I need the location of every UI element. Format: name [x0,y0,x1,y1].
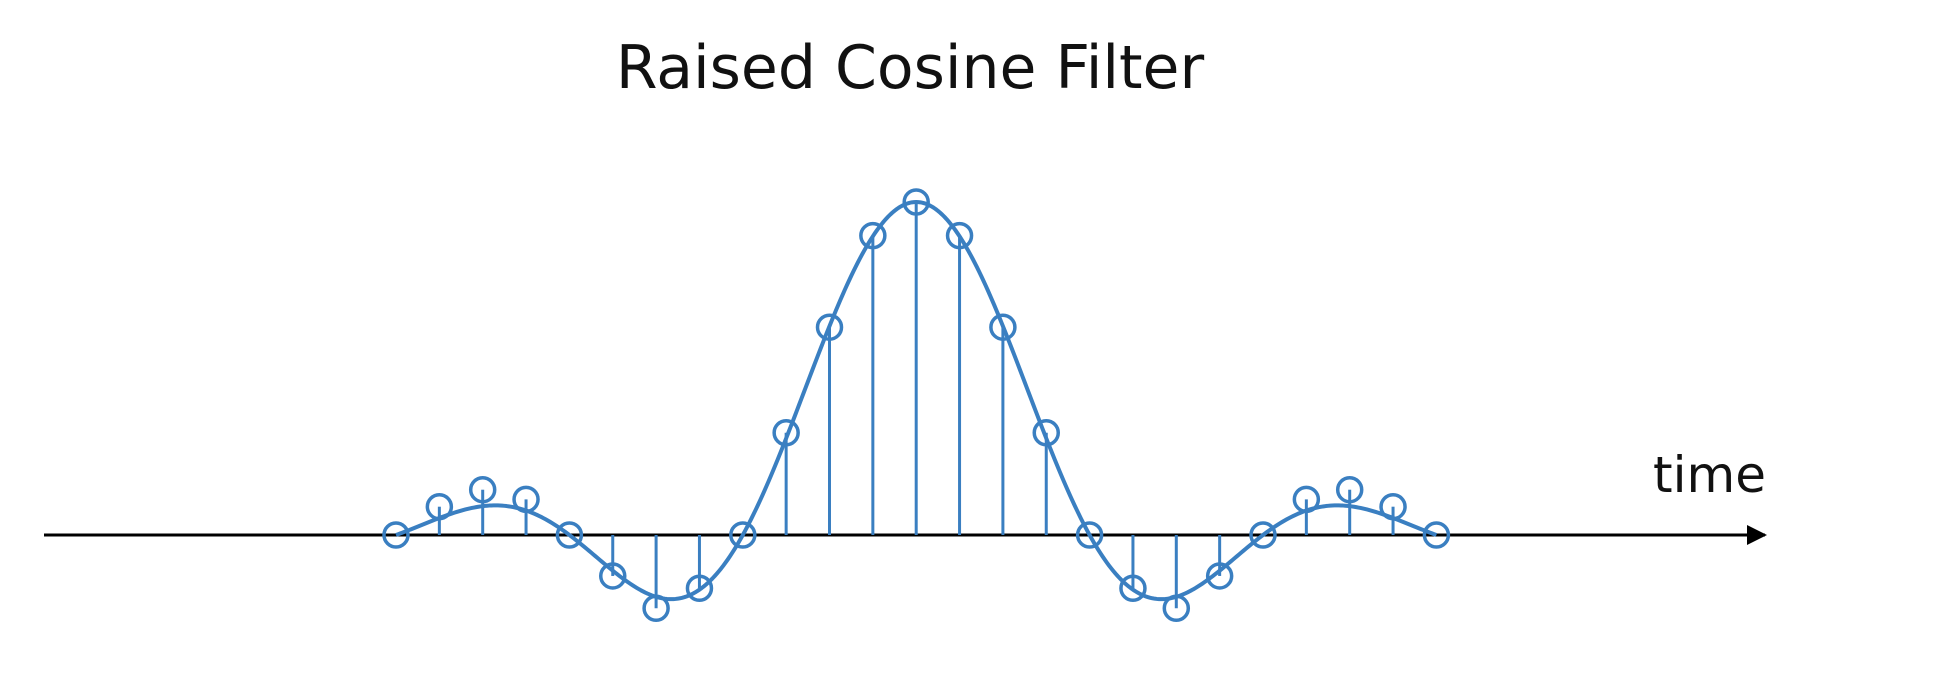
sample-marker-10 [815,313,844,341]
sample-marker-13 [945,221,974,250]
sample-marker-18 [1162,594,1191,623]
sample-marker-0 [382,521,410,549]
sample-marker-19 [1205,562,1234,590]
sample-marker-14 [989,313,1017,341]
sample-marker-4 [555,521,584,549]
sample-marker-23 [1379,492,1407,521]
sample-marker-1 [425,492,454,521]
sample-marker-24 [1422,521,1451,549]
sample-marker-12 [902,188,930,216]
sample-marker-15 [1032,419,1060,447]
chart-title: Raised Cosine Filter [616,33,1205,103]
raised-cosine-curve [395,200,1438,602]
stem-lines [437,202,1395,609]
sample-marker-5 [599,562,627,590]
x-axis-label: time [1653,446,1766,504]
sample-marker-8 [729,521,757,549]
sample-marker-20 [1249,521,1277,549]
sample-marker-17 [1119,574,1147,603]
sample-marker-22 [1335,475,1364,504]
sample-marker-9 [772,419,800,447]
sample-marker-16 [1075,521,1104,549]
sample-markers [382,188,1451,623]
sample-marker-11 [859,221,887,250]
sample-marker-21 [1292,485,1321,514]
sample-marker-7 [685,574,714,603]
sample-marker-3 [512,485,540,514]
sample-marker-2 [468,475,497,504]
sample-marker-6 [642,594,670,623]
